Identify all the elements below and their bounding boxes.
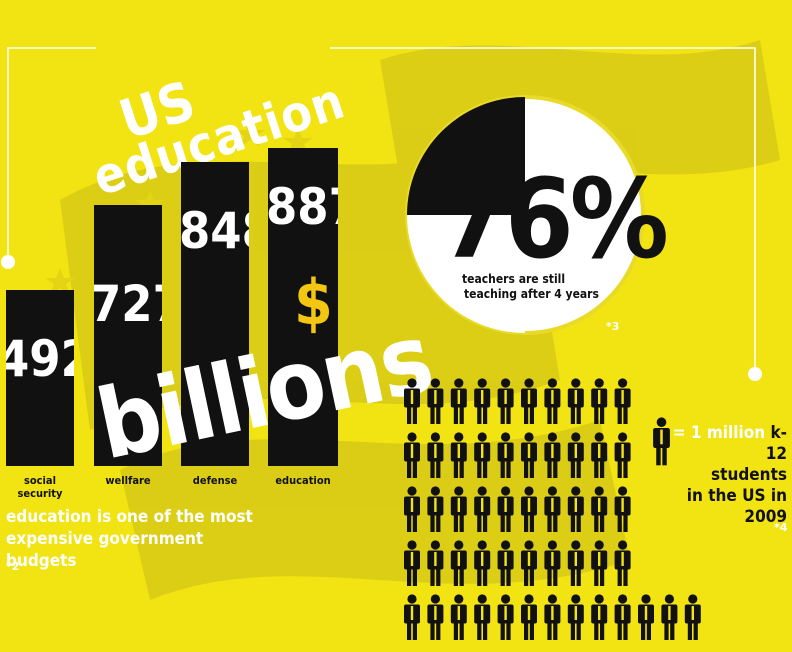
person-icon bbox=[404, 432, 420, 478]
person-icon bbox=[474, 540, 491, 586]
footnote-2: *2 bbox=[6, 560, 20, 573]
person-icon bbox=[684, 594, 701, 640]
person-icon bbox=[450, 486, 467, 532]
bar-education: 887 bbox=[268, 148, 338, 466]
pie-chart bbox=[405, 95, 645, 335]
category-wellfare: wellfare bbox=[105, 474, 151, 487]
person-icon bbox=[404, 486, 420, 532]
person-icon bbox=[427, 594, 444, 640]
person-icon bbox=[614, 594, 631, 640]
person-icon bbox=[567, 432, 584, 478]
category-education: education bbox=[275, 474, 331, 487]
person-icon bbox=[591, 540, 608, 586]
person-icon bbox=[544, 540, 561, 586]
bar-chart-caption: education is one of the most expensive g… bbox=[6, 507, 253, 571]
person-icon bbox=[474, 486, 491, 532]
percent-subtitle-line1: teachers are still bbox=[462, 272, 566, 286]
pie-slice-dark bbox=[407, 97, 525, 215]
person-icon bbox=[591, 378, 608, 424]
bar-value-wellfare: 727 bbox=[94, 275, 162, 333]
category-defense: defense bbox=[192, 474, 238, 487]
person-icon bbox=[614, 432, 631, 478]
person-icon bbox=[521, 486, 537, 532]
person-icon bbox=[450, 540, 467, 586]
person-icon bbox=[404, 594, 420, 640]
bar-social-security: 492 bbox=[6, 290, 74, 466]
person-icon bbox=[450, 432, 467, 478]
percent-value: 76% bbox=[440, 155, 669, 283]
person-icon bbox=[544, 486, 561, 532]
person-icon bbox=[521, 540, 537, 586]
person-icon bbox=[544, 378, 561, 424]
person-icon bbox=[614, 486, 631, 532]
legend-year: in the US in 2009 bbox=[686, 486, 787, 527]
percent-subtitle: teachers are still teaching after 4 year… bbox=[462, 272, 612, 302]
person-icon bbox=[521, 594, 537, 640]
legend-students: students bbox=[711, 465, 787, 485]
person-icon bbox=[544, 432, 561, 478]
person-icon bbox=[474, 594, 491, 640]
person-icon bbox=[567, 486, 584, 532]
person-icon bbox=[497, 378, 514, 424]
person-icon bbox=[404, 378, 420, 424]
person-icon bbox=[427, 540, 444, 586]
bar-wellfare: 727 bbox=[94, 205, 162, 466]
person-icon bbox=[474, 432, 491, 478]
person-icon bbox=[521, 432, 537, 478]
pie-slice-mid bbox=[407, 215, 525, 333]
person-icon bbox=[614, 378, 631, 424]
person-icon bbox=[450, 378, 467, 424]
person-icon bbox=[427, 378, 444, 424]
bar-value-defense: 848 bbox=[181, 202, 249, 260]
category-social-security: social security bbox=[17, 474, 63, 500]
person-icon bbox=[638, 594, 654, 640]
person-icon bbox=[544, 594, 561, 640]
person-icon bbox=[614, 540, 631, 586]
dollar-symbol: $ bbox=[294, 266, 333, 339]
person-icon bbox=[567, 540, 584, 586]
legend-k12: k-12 bbox=[765, 423, 787, 464]
person-icon bbox=[427, 486, 444, 532]
percent-subtitle-line2: teaching after 4 years bbox=[464, 287, 599, 301]
pictograph-legend: = 1 million k-12 students in the US in 2… bbox=[655, 423, 787, 528]
person-icon bbox=[567, 594, 584, 640]
person-icon bbox=[521, 378, 537, 424]
person-icon bbox=[497, 540, 514, 586]
person-icon bbox=[567, 378, 584, 424]
bar-defense: 848 bbox=[181, 162, 249, 466]
person-icon bbox=[591, 486, 608, 532]
footnote-4: *4 bbox=[774, 521, 788, 534]
bar-value-education: 887 bbox=[268, 178, 338, 236]
person-icon bbox=[474, 378, 491, 424]
person-icon bbox=[497, 486, 514, 532]
person-icon bbox=[497, 594, 514, 640]
bar-value-social-security: 492 bbox=[6, 330, 74, 388]
person-icon bbox=[427, 432, 444, 478]
person-icon bbox=[591, 432, 608, 478]
person-icon bbox=[661, 594, 678, 640]
footnote-3: *3 bbox=[606, 320, 620, 333]
legend-equals: = 1 million bbox=[672, 423, 766, 443]
person-icon bbox=[404, 540, 420, 586]
person-icon bbox=[450, 594, 467, 640]
person-icon bbox=[591, 594, 608, 640]
person-icon bbox=[497, 432, 514, 478]
